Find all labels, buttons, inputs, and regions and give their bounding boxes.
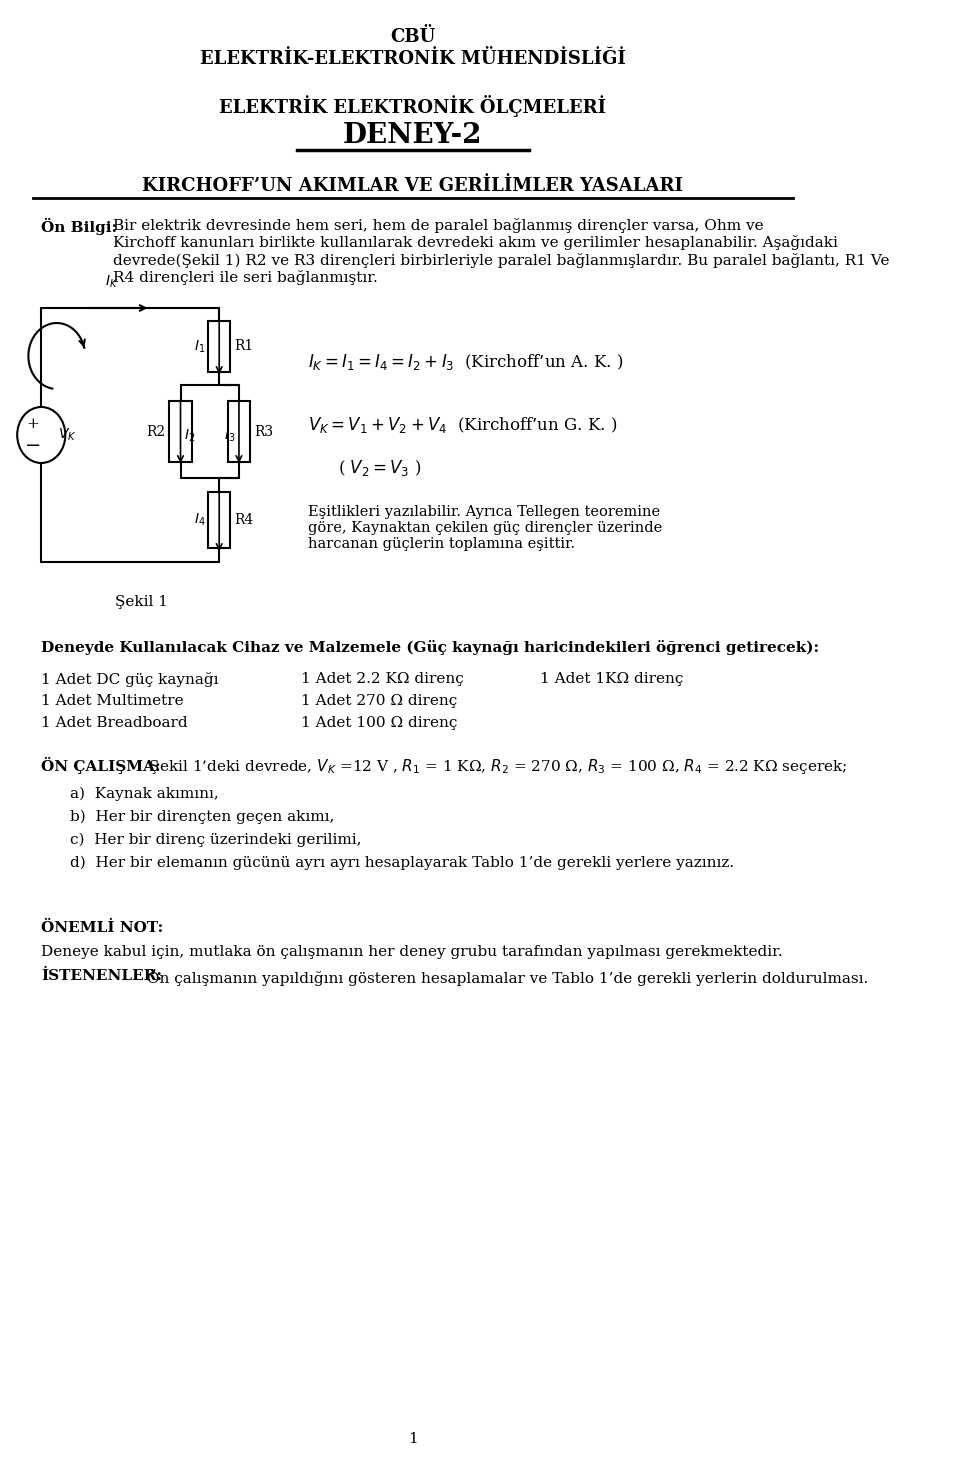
Text: ELEKTRİK ELEKTRONİK ÖLÇMELERİ: ELEKTRİK ELEKTRONİK ÖLÇMELERİ (219, 95, 606, 117)
Text: b)  Her bir dirençten geçen akımı,: b) Her bir dirençten geçen akımı, (70, 810, 335, 825)
Bar (208, 321, 230, 372)
Text: −: − (24, 437, 41, 456)
Text: ÖN ÇALIŞMA:: ÖN ÇALIŞMA: (41, 756, 161, 774)
Text: $I_3$: $I_3$ (224, 428, 235, 444)
Text: Deneyde Kullanılacak Cihaz ve Malzemele (Güç kaynağı haricindekileri öğrenci get: Deneyde Kullanılacak Cihaz ve Malzemele … (41, 639, 820, 656)
Bar (169, 402, 192, 463)
Text: $V_K$: $V_K$ (59, 426, 77, 444)
Text: $I_1$: $I_1$ (194, 339, 205, 355)
Text: Deneye kabul için, mutlaka ön çalışmanın her deney grubu tarafından yapılması ge: Deneye kabul için, mutlaka ön çalışmanın… (41, 945, 783, 959)
Text: 1 Adet 270 Ω direnç: 1 Adet 270 Ω direnç (300, 694, 457, 708)
Text: a)  Kaynak akımını,: a) Kaynak akımını, (70, 787, 219, 802)
Text: $I_K = I_1 = I_4 = I_2+ I_3$  (Kirchoff’un A. K. ): $I_K = I_1 = I_4 = I_2+ I_3$ (Kirchoff’u… (308, 352, 623, 372)
Text: KIRCHOFF’UN AKIMLAR VE GERİLİMLER YASALARI: KIRCHOFF’UN AKIMLAR VE GERİLİMLER YASALA… (142, 177, 684, 196)
Text: Ön Bilgi:: Ön Bilgi: (41, 218, 117, 235)
Text: d)  Her bir elemanın gücünü ayrı ayrı hesaplayarak Tablo 1’de gerekli yerlere ya: d) Her bir elemanın gücünü ayrı ayrı hes… (70, 856, 734, 870)
Text: 1 Adet 100 Ω direnç: 1 Adet 100 Ω direnç (300, 715, 457, 730)
Text: Eşitlikleri yazılabilir. Ayrıca Tellegen teoremine
göre, Kaynaktan çekilen güç d: Eşitlikleri yazılabilir. Ayrıca Tellegen… (308, 505, 662, 552)
Text: $I_K$: $I_K$ (106, 273, 118, 291)
Text: R1: R1 (234, 340, 253, 353)
Text: +: + (26, 418, 39, 431)
Text: DENEY-2: DENEY-2 (343, 123, 482, 149)
Text: 1 Adet DC güç kaynağı: 1 Adet DC güç kaynağı (41, 672, 219, 688)
Text: 1 Adet Multimetre: 1 Adet Multimetre (41, 694, 184, 708)
Bar (208, 492, 230, 548)
Text: c)  Her bir direnç üzerindeki gerilimi,: c) Her bir direnç üzerindeki gerilimi, (70, 834, 362, 847)
Text: Bir elektrik devresinde hem seri, hem de paralel bağlanmış dirençler varsa, Ohm : Bir elektrik devresinde hem seri, hem de… (113, 218, 890, 285)
Text: Ön çalışmanın yapıldığını gösteren hesaplamalar ve Tablo 1’de gerekli yerlerin d: Ön çalışmanın yapıldığını gösteren hesap… (142, 969, 868, 986)
Text: ( $V_2 = V_3$ ): ( $V_2 = V_3$ ) (338, 458, 420, 477)
Text: 1 Adet Breadboard: 1 Adet Breadboard (41, 715, 188, 730)
Text: R4: R4 (234, 512, 253, 527)
Text: 1 Adet 1KΩ direnç: 1 Adet 1KΩ direnç (540, 672, 684, 686)
Text: Şekil 1’deki devrede, $V_K$ =12 V , $R_1$ = 1 KΩ, $R_2$ = 270 Ω, $R_3$ = 100 Ω, : Şekil 1’deki devrede, $V_K$ =12 V , $R_1… (144, 756, 848, 777)
Text: CBÜ: CBÜ (390, 28, 435, 47)
Text: Şekil 1: Şekil 1 (115, 596, 168, 609)
Bar (228, 402, 251, 463)
Text: $V_K = V_1 + V_2 + V_4$  (Kirchoff’un G. K. ): $V_K = V_1 + V_2 + V_4$ (Kirchoff’un G. … (308, 415, 617, 435)
Text: 1 Adet 2.2 KΩ direnç: 1 Adet 2.2 KΩ direnç (300, 672, 464, 686)
Text: ELEKTRİK-ELEKTRONİK MÜHENDİSLİĞİ: ELEKTRİK-ELEKTRONİK MÜHENDİSLİĞİ (200, 50, 626, 69)
Text: 1: 1 (408, 1432, 418, 1445)
Text: R3: R3 (254, 425, 274, 438)
Text: İSTENENLER:: İSTENENLER: (41, 969, 162, 983)
Text: R2: R2 (146, 425, 165, 438)
Text: $I_2$: $I_2$ (184, 428, 195, 444)
Text: ÖNEMLİ NOT:: ÖNEMLİ NOT: (41, 921, 163, 936)
Text: $I_4$: $I_4$ (194, 512, 205, 529)
